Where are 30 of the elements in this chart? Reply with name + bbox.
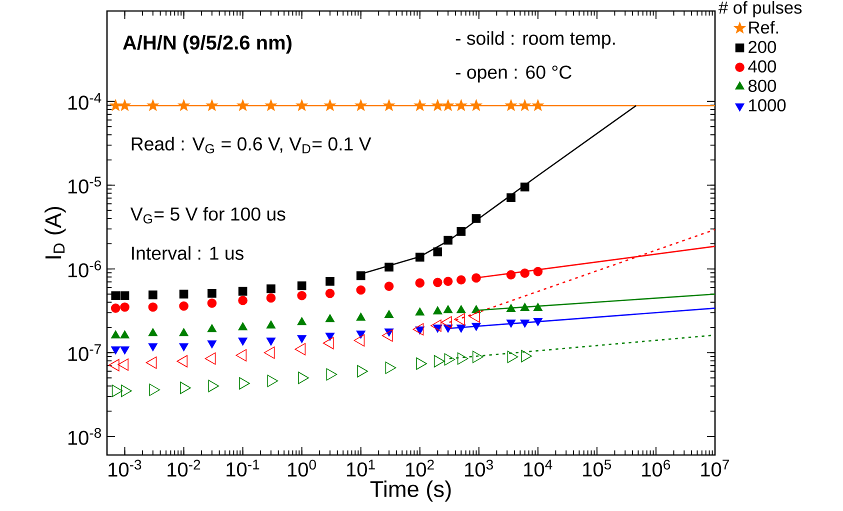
legend-label: Ref. [749, 20, 778, 34]
annotation: - soild : room temp. [456, 31, 615, 49]
y-tick-label: 10$^{-8}$ [68, 428, 102, 445]
y-tick-label: 10$^{-7}$ [68, 344, 101, 362]
x-tick-label: 10$^{7}$ [701, 460, 729, 477]
y-tick-label: 10$^{-6}$ [68, 260, 102, 278]
x-tick-label: 10$^{-1}$ [226, 460, 260, 477]
x-tick-label: 10$^{-2}$ [168, 460, 200, 477]
legend-label: 200 [748, 40, 776, 54]
annotation: - open : 60 °C [456, 66, 572, 83]
x-tick-label: 10$^{5}$ [583, 460, 612, 477]
legend-label: 400 [748, 60, 776, 73]
x-tick-label: 10$^{4}$ [524, 460, 552, 477]
x-tick-label: 10$^{1}$ [347, 460, 375, 477]
x-tick-label: 10$^{-3}$ [108, 460, 142, 477]
annotation: A/H/N (9/5/2.6 nm) [122, 34, 292, 54]
x-tick-label: 10$^{2}$ [406, 460, 434, 477]
annotation: Read : V$_{G}$ = 0.6 V, V$_{D}$= 0.1 V [132, 136, 372, 154]
legend-label: 800 [748, 80, 776, 92]
y-tick-label: 10$^{-5}$ [68, 176, 102, 194]
x-tick-label: 10$^{0}$ [288, 460, 316, 477]
y-axis-title: I$_{D}$ (A) [44, 206, 66, 258]
x-tick-label: 10$^{3}$ [465, 460, 493, 477]
annotation: V$_{G}$= 5 V for 100 us [130, 206, 286, 224]
annotation: Interval : 1 us [132, 246, 244, 260]
legend-title: # of pulses [718, 1, 802, 18]
x-axis-title: Time (s) [370, 480, 451, 502]
legend-label: 1000 [749, 99, 786, 112]
x-tick-label: 10$^{6}$ [642, 460, 670, 477]
y-tick-label: 10$^{-4}$ [68, 93, 102, 110]
